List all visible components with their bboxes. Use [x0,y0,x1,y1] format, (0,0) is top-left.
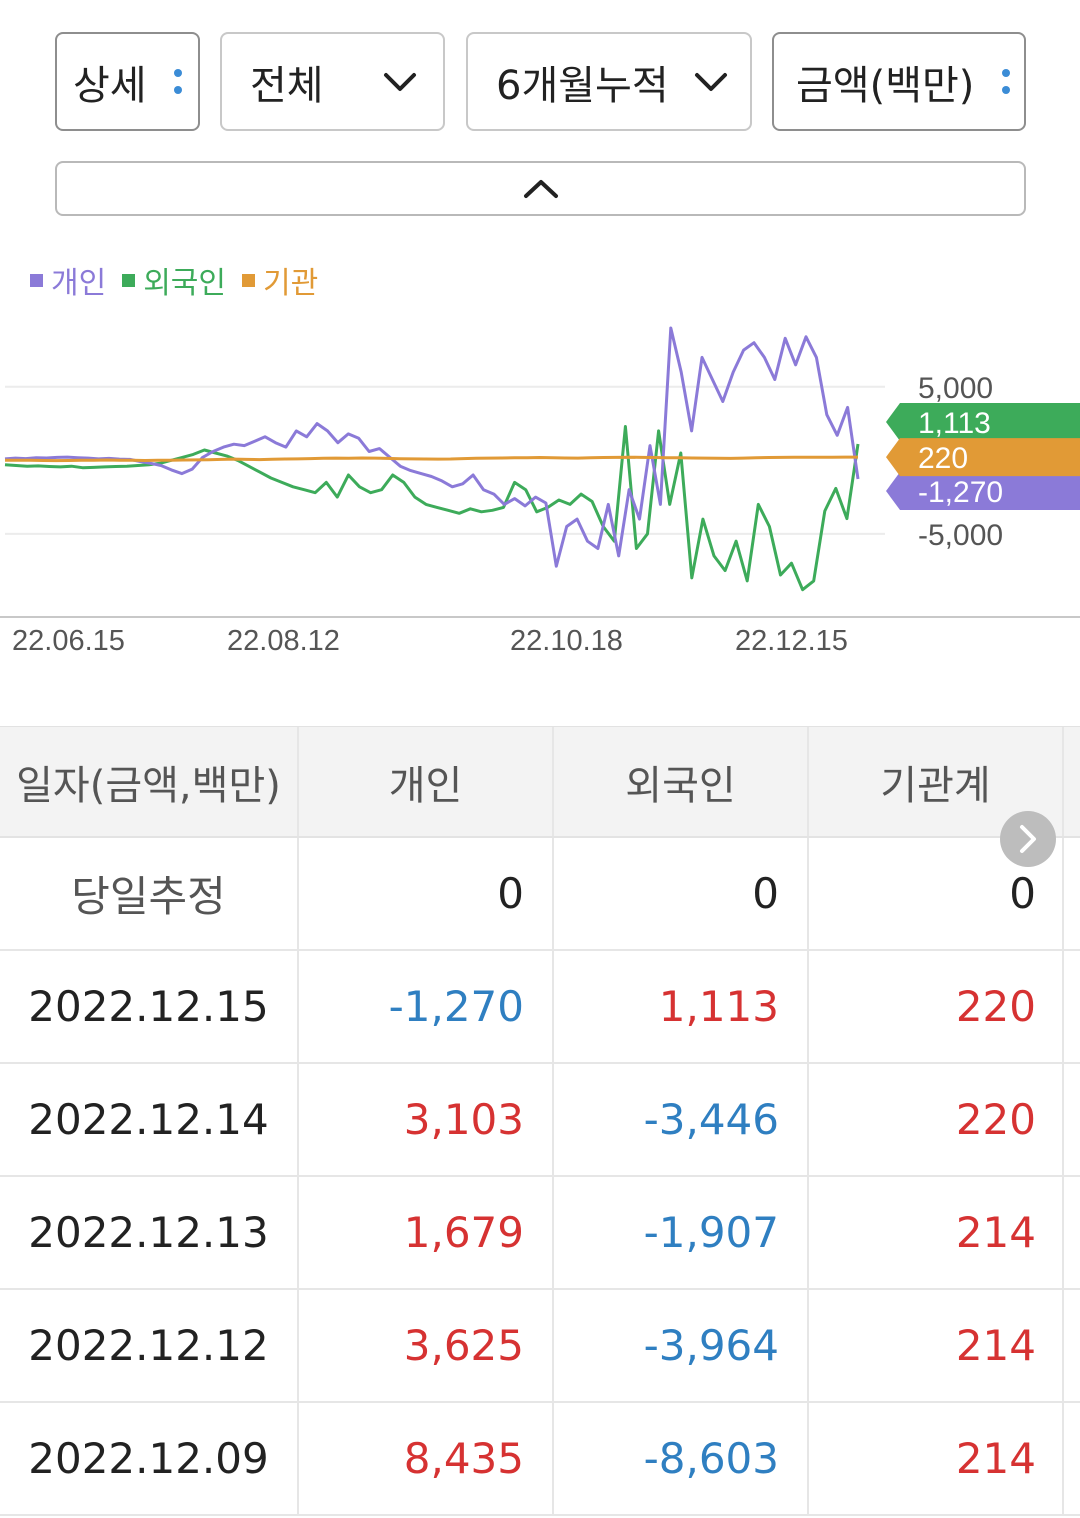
row-foreign: 1,113 [554,951,809,1062]
kebab-menu-icon [1002,69,1010,94]
header-more [1064,727,1080,836]
row-individual: 0 [299,838,554,949]
end-value-label: 1,113 [918,407,991,440]
header-date[interactable]: 일자(금액,백만) [0,727,299,836]
row-individual: -1,270 [299,951,554,1062]
row-spacer [1064,1064,1080,1175]
row-institution: 214 [809,1290,1064,1401]
collapse-filters-button[interactable] [55,161,1026,216]
chevron-up-icon [523,179,558,198]
legend-label: 개인 [51,266,107,301]
row-date: 2022.12.13 [0,1177,299,1288]
table-row[interactable]: 2022.12.09 8,435 -8,603 214 [0,1403,1080,1516]
series-line-institution [5,455,858,463]
end-value-label: 220 [918,442,968,475]
scope-select[interactable]: 전체 [220,32,445,131]
scope-label: 전체 [250,62,324,109]
legend-swatch [242,273,256,287]
end-value-badge [886,438,1080,477]
row-individual: 3,625 [299,1290,554,1401]
detail-menu-button[interactable]: 상세 [55,32,200,131]
table-row[interactable]: 2022.12.12 3,625 -3,964 214 [0,1290,1080,1403]
kebab-menu-icon [174,69,182,94]
row-date: 당일추정 [0,838,299,949]
series-line-foreign [4,425,860,592]
row-individual: 1,679 [299,1177,554,1288]
row-individual: 3,103 [299,1064,554,1175]
legend-item-institution[interactable]: 기관 [242,258,318,302]
chart-legend: 개인 외국인 기관 [30,258,318,302]
chevron-down-icon [695,72,727,91]
row-institution: 220 [809,951,1064,1062]
table-row[interactable]: 2022.12.15 -1,270 1,113 220 [0,951,1080,1064]
row-individual: 8,435 [299,1403,554,1514]
row-date: 2022.12.12 [0,1290,299,1401]
legend-item-individual[interactable]: 개인 [30,258,106,302]
end-value-badge [886,402,1080,441]
chevron-down-icon [384,72,416,91]
y-tick-label: 5,000 [918,372,993,405]
scroll-right-button[interactable] [1000,811,1056,867]
row-foreign: -1,907 [554,1177,809,1288]
table-row[interactable]: 2022.12.14 3,103 -3,446 220 [0,1064,1080,1177]
table-row[interactable]: 당일추정 0 0 0 [0,838,1080,951]
period-select[interactable]: 6개월누적 [466,32,752,131]
series-line-individual [4,326,860,568]
row-institution: 214 [809,1177,1064,1288]
investor-table: 일자(금액,백만) 개인 외국인 기관계 당일추정 0 0 0 2022.12.… [0,726,1080,1516]
header-individual[interactable]: 개인 [299,727,554,836]
header-institution[interactable]: 기관계 [809,727,1064,836]
table-row[interactable]: 2022.12.13 1,679 -1,907 214 [0,1177,1080,1290]
row-foreign: -8,603 [554,1403,809,1514]
row-institution: 214 [809,1403,1064,1514]
unit-menu-button[interactable]: 금액(백만) [772,32,1026,131]
x-tick-label: 22.10.18 [510,625,623,657]
row-foreign: -3,446 [554,1064,809,1175]
x-tick-label: 22.08.12 [227,625,340,657]
row-institution: 220 [809,1064,1064,1175]
x-tick-label: 22.12.15 [735,625,848,657]
row-foreign: 0 [554,838,809,949]
row-spacer [1064,838,1080,949]
row-foreign: -3,964 [554,1290,809,1401]
end-value-badge [886,471,1080,510]
chevron-right-icon [1020,825,1036,853]
legend-label: 외국인 [143,266,227,301]
row-date: 2022.12.15 [0,951,299,1062]
period-label: 6개월누적 [496,62,669,109]
row-spacer [1064,951,1080,1062]
row-spacer [1064,1290,1080,1401]
x-tick-label: 22.06.15 [12,625,125,657]
row-spacer [1064,1177,1080,1288]
legend-swatch [122,273,136,287]
unit-label: 금액(백만) [796,62,975,109]
row-date: 2022.12.09 [0,1403,299,1514]
legend-label: 기관 [263,266,319,301]
legend-item-foreign[interactable]: 외국인 [122,258,226,302]
detail-label: 상세 [73,62,147,109]
header-foreign[interactable]: 외국인 [554,727,809,836]
row-institution: 0 [809,838,1064,949]
row-date: 2022.12.14 [0,1064,299,1175]
y-tick-label: -5,000 [918,519,1003,552]
row-spacer [1064,1403,1080,1514]
table-header-row: 일자(금액,백만) 개인 외국인 기관계 [0,726,1080,838]
end-value-label: -1,270 [918,476,1003,509]
legend-swatch [30,273,43,287]
